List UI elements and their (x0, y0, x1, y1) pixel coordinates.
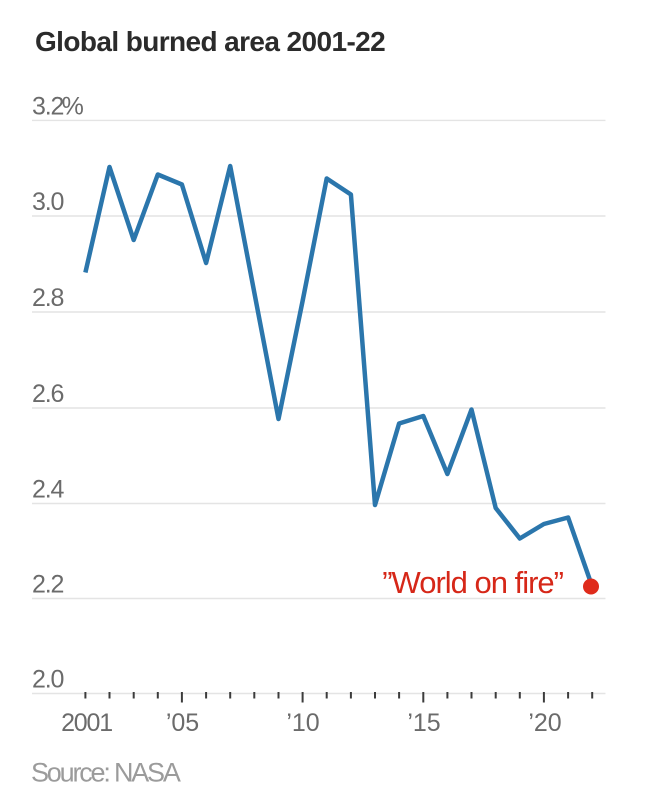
svg-text:3.0: 3.0 (32, 188, 63, 216)
svg-text:2.2: 2.2 (32, 571, 63, 599)
svg-text:’15: ’15 (407, 709, 440, 737)
svg-text:2.8: 2.8 (32, 284, 63, 312)
svg-text:2.4: 2.4 (32, 476, 64, 504)
svg-text:3.2%: 3.2% (32, 93, 84, 121)
svg-text:Source: NASA: Source: NASA (31, 758, 181, 788)
svg-text:’20: ’20 (528, 709, 561, 737)
svg-text:’10: ’10 (286, 709, 319, 737)
svg-text:2001: 2001 (61, 709, 112, 737)
svg-text:2.0: 2.0 (32, 666, 63, 694)
svg-text:”World on fire”: ”World on fire” (382, 565, 563, 600)
svg-text:2.6: 2.6 (32, 380, 63, 408)
svg-text:’05: ’05 (166, 709, 199, 737)
